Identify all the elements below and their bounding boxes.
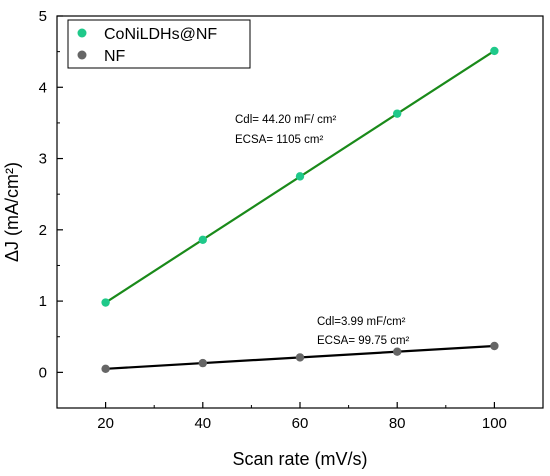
data-points <box>101 46 499 373</box>
data-point-series-1 <box>393 347 402 356</box>
x-tick-label: 60 <box>292 415 309 432</box>
data-point-series-0 <box>393 109 402 118</box>
y-tick-label: 4 <box>39 79 47 96</box>
data-point-series-0 <box>295 172 305 181</box>
x-tick-label: 20 <box>97 415 114 432</box>
legend-box <box>67 19 251 69</box>
legend-label: CoNiLDHs@NF <box>104 26 217 43</box>
y-tick-label: 3 <box>39 151 47 168</box>
x-axis-ticks: 20 40 60 80 100 <box>56 402 544 432</box>
x-axis-label: Scan rate (mV/s) <box>232 449 367 469</box>
y-axis-label: ΔJ (mA/cm²) <box>2 162 22 262</box>
y-tick-label: 2 <box>39 222 47 239</box>
x-tick-label: 80 <box>389 415 406 432</box>
data-point-series-1 <box>198 358 207 368</box>
plot-frame <box>56 15 544 409</box>
x-tick-label: 40 <box>194 415 211 432</box>
y-axis-ticks: 0 1 2 3 4 5 <box>39 8 63 409</box>
fit-lines <box>105 49 495 370</box>
data-point-series-1 <box>295 353 305 362</box>
annotation-text: ECSA= 99.75 cm² <box>317 335 410 347</box>
data-point-series-0 <box>198 235 207 244</box>
legend-label: NF <box>104 48 126 65</box>
legend-marker <box>77 50 87 60</box>
legend-marker <box>77 28 87 38</box>
y-tick-label: 5 <box>39 8 47 25</box>
annotations: Cdl= 44.20 mF/ cm² ECSA= 1105 cm² Cdl=3.99… <box>235 114 410 347</box>
data-point-series-1 <box>101 364 110 373</box>
annotation-text: Cdl=3.99 mF/cm² <box>317 316 406 328</box>
y-tick-label: 1 <box>39 293 47 310</box>
x-tick-label: 100 <box>482 415 507 432</box>
data-point-series-1 <box>490 341 499 351</box>
data-point-series-0 <box>101 298 110 307</box>
annotation-text: Cdl= 44.20 mF/ cm² <box>235 114 336 126</box>
legend: CoNiLDHs@NF NF <box>67 19 251 69</box>
y-tick-label: 0 <box>39 364 47 381</box>
annotation-text: ECSA= 1105 cm² <box>235 134 323 146</box>
data-point-series-0 <box>490 46 499 56</box>
